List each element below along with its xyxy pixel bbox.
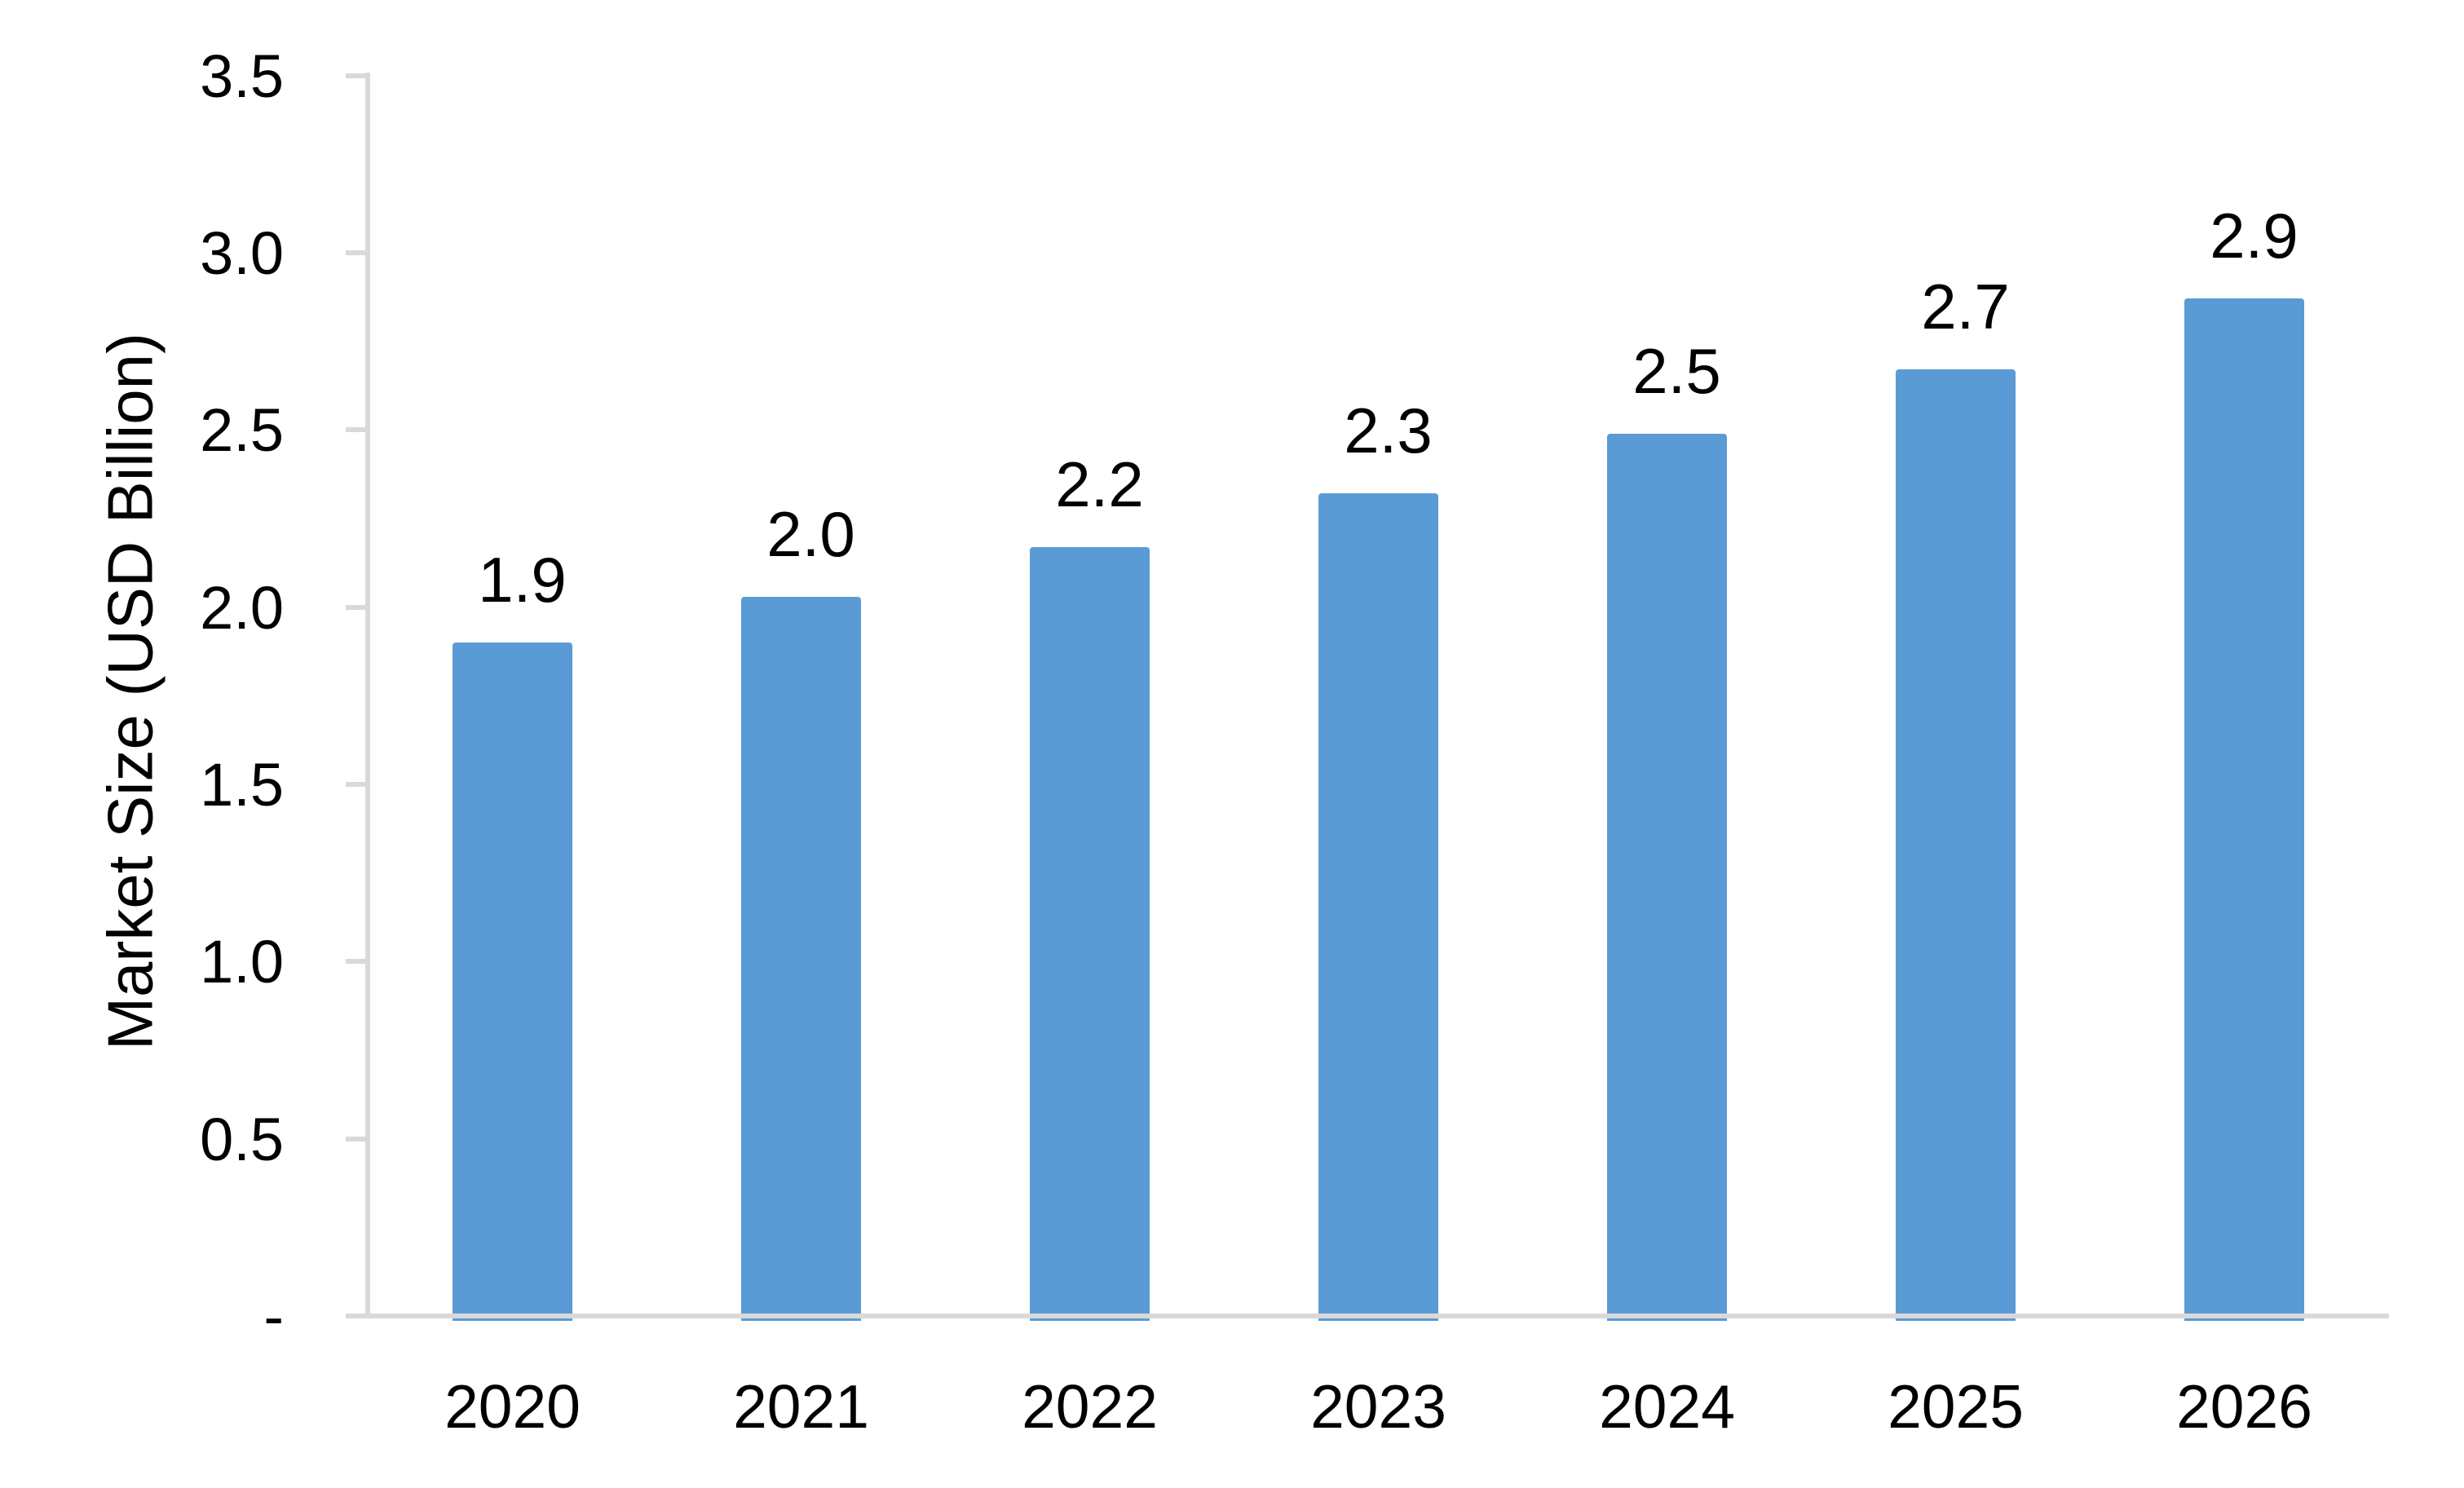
y-tick-label--: - xyxy=(263,1283,284,1350)
y-tick-label-2.0: 2.0 xyxy=(200,574,284,642)
x-axis-label-2024: 2024 xyxy=(1599,1372,1735,1441)
x-axis-label-2022: 2022 xyxy=(1022,1372,1158,1441)
y-axis-line xyxy=(365,73,370,1318)
y-tick-1.0 xyxy=(346,959,365,964)
y-tick-0.5 xyxy=(346,1137,365,1141)
x-axis-label-2023: 2023 xyxy=(1310,1372,1446,1441)
y-tick-3.5 xyxy=(346,73,365,78)
bar-value-label-2023: 2.3 xyxy=(1344,395,1433,466)
x-axis-label-2026: 2026 xyxy=(2176,1372,2312,1441)
bar-value-label-2024: 2.5 xyxy=(1632,335,1721,407)
y-tick-2.0 xyxy=(346,605,365,610)
y-tick-2.5 xyxy=(346,427,365,432)
y-tick-3.0 xyxy=(346,250,365,255)
y-tick-label-2.5: 2.5 xyxy=(200,396,284,464)
y-tick-1.5 xyxy=(346,782,365,787)
bar-2026 xyxy=(2184,298,2304,1321)
y-tick-label-3.0: 3.0 xyxy=(200,219,284,287)
bar-value-label-2026: 2.9 xyxy=(2210,200,2298,272)
bar-2021 xyxy=(741,597,861,1321)
bar-value-label-2025: 2.7 xyxy=(1921,271,2010,342)
bar-2022 xyxy=(1030,547,1150,1321)
y-tick-label-1.5: 1.5 xyxy=(200,751,284,819)
x-axis-label-2020: 2020 xyxy=(444,1372,581,1441)
y-tick-label-3.5: 3.5 xyxy=(200,42,284,110)
bar-2024 xyxy=(1607,434,1727,1321)
bar-value-label-2020: 1.9 xyxy=(478,544,567,616)
bar-value-label-2022: 2.2 xyxy=(1055,448,1144,520)
y-tick-- xyxy=(346,1314,365,1318)
y-tick-label-1.0: 1.0 xyxy=(200,928,284,996)
bar-2023 xyxy=(1318,493,1438,1321)
bar-2020 xyxy=(453,642,572,1321)
y-tick-label-0.5: 0.5 xyxy=(200,1106,284,1173)
x-axis-label-2021: 2021 xyxy=(733,1372,869,1441)
x-axis-line xyxy=(346,1314,2389,1318)
bar-value-label-2021: 2.0 xyxy=(766,498,855,570)
bar-2025 xyxy=(1896,369,2016,1321)
x-axis-label-2025: 2025 xyxy=(1888,1372,2024,1441)
